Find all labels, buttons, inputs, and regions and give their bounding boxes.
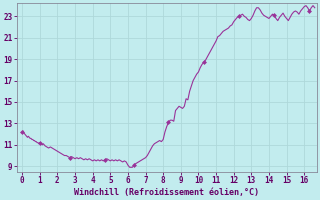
X-axis label: Windchill (Refroidissement éolien,°C): Windchill (Refroidissement éolien,°C) (74, 188, 259, 197)
